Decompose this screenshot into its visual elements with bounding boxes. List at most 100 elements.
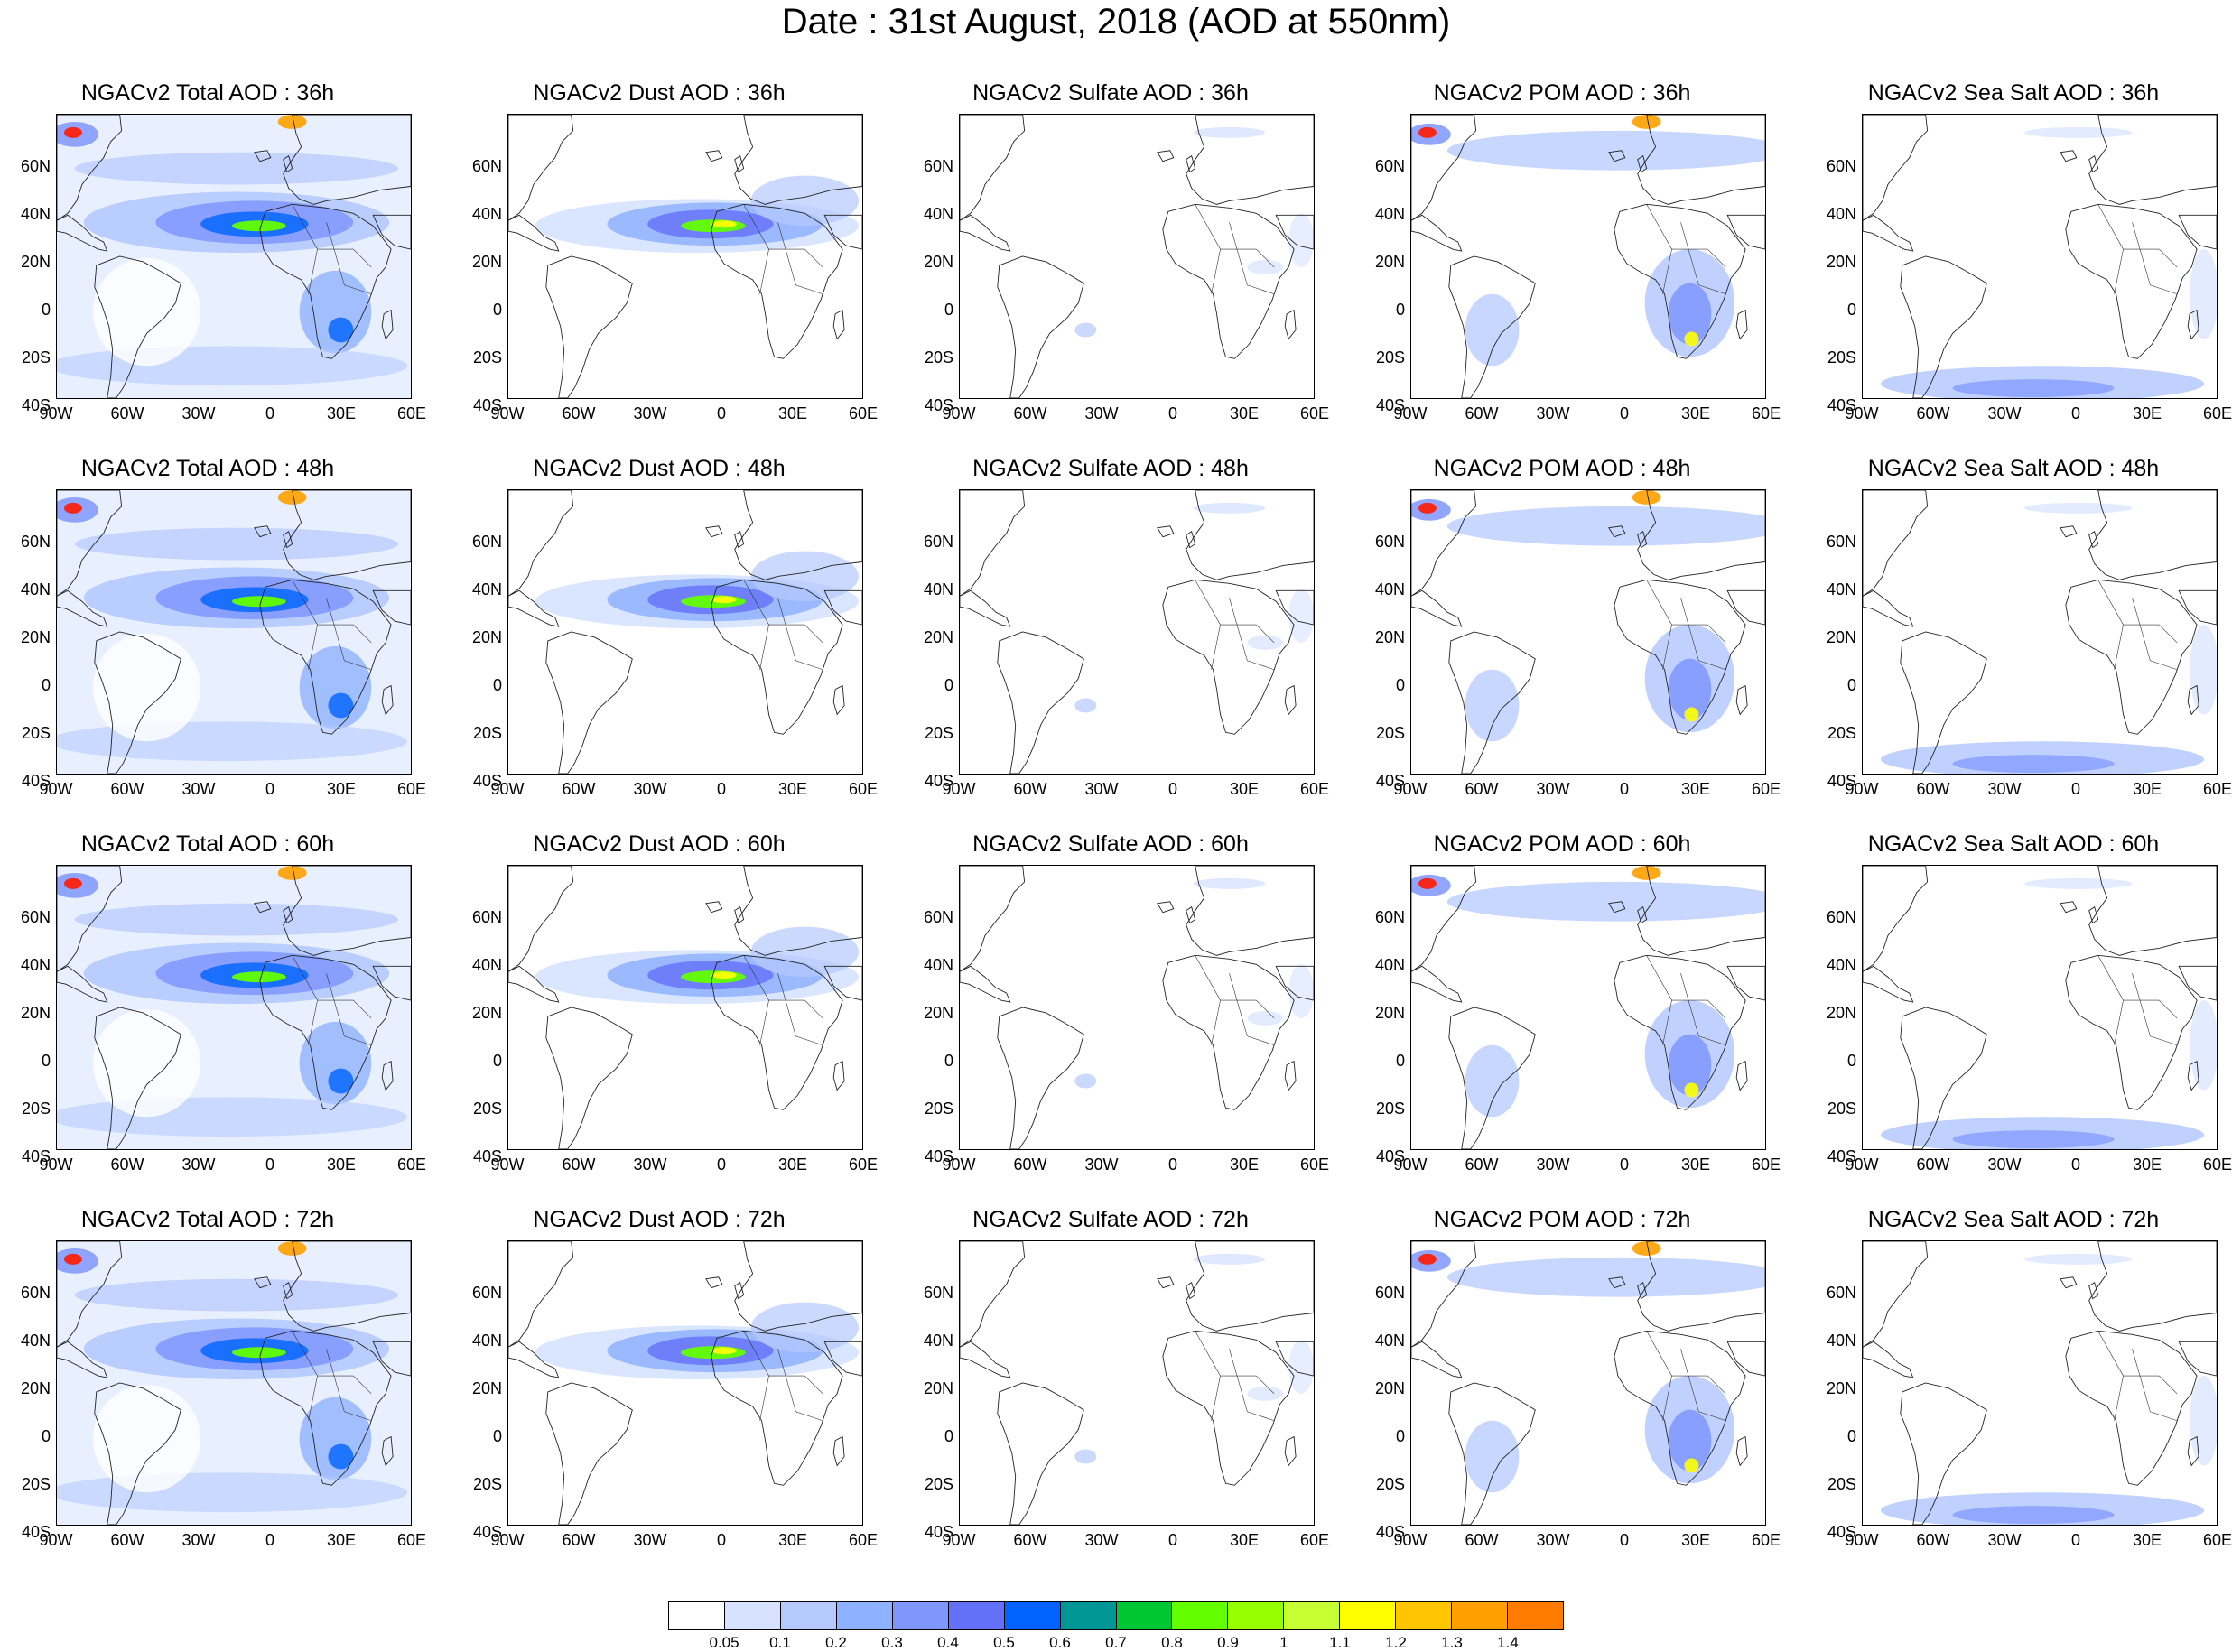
lat-tick-label: 20S: [1375, 348, 1405, 367]
colorbar: [668, 1601, 1564, 1630]
lat-tick-label: 60N: [923, 533, 953, 551]
lat-tick-label: 60N: [471, 533, 502, 551]
lat-tick-label: 20N: [471, 1004, 502, 1022]
lat-tick-label: 20S: [21, 1475, 51, 1493]
lat-tick-label: 40N: [1374, 580, 1405, 599]
lat-tick-label: 20N: [1826, 628, 1856, 646]
lat-tick-label: 20S: [21, 1100, 51, 1118]
lat-tick-label: 20S: [1827, 348, 1856, 367]
map-panel-seasalt-3: NGACv2 Sea Salt AOD : 72h 60N 40N 20N 0 20S 40…: [1806, 1206, 2232, 1578]
lon-tick-label: 30E: [1680, 780, 1711, 798]
lon-tick-label: 60W: [562, 1155, 596, 1174]
lon-tick-label: 60W: [1916, 404, 1950, 422]
map-area: [959, 865, 1315, 1150]
colorbar-level-label: 0.7: [1105, 1634, 1127, 1651]
lon-tick-label: 0: [2070, 1155, 2080, 1174]
lat-tick-label: 40S: [21, 1147, 51, 1165]
map-area: [1862, 865, 2218, 1150]
map-panel-pom-2: NGACv2 POM AOD : 60h 60N 40N 20N 0 20S 40S 90W 6…: [1354, 831, 1781, 1202]
lon-tick-label: 30W: [181, 1531, 216, 1549]
colorbar-level-label: 0.9: [1217, 1634, 1239, 1651]
lon-tick-label: 30W: [181, 780, 216, 798]
lat-tick-label: 20N: [923, 628, 953, 646]
map-panel-seasalt-1: NGACv2 Sea Salt AOD : 48h 60N 40N 20N 0 20S 40…: [1806, 455, 2232, 827]
map-panel-total-2: NGACv2 Total AOD : 60h 60N 40N 20N 0 20S 40S 90…: [0, 831, 426, 1202]
lat-tick-label: 20N: [471, 628, 502, 646]
aod-map: [57, 490, 411, 774]
lat-tick-label: 60N: [471, 1284, 502, 1302]
colorbar-swatch: [1284, 1602, 1341, 1629]
lat-tick-label: 0: [492, 676, 502, 694]
lon-tick-label: 60W: [1013, 1155, 1047, 1174]
lon-tick-label: 30W: [1536, 780, 1570, 798]
lat-tick-label: 60N: [20, 533, 51, 551]
lon-tick-label: 0: [2070, 780, 2080, 798]
lon-tick-label: 60E: [848, 1155, 879, 1174]
map-area: [56, 865, 412, 1150]
lat-tick-label: 40S: [21, 772, 51, 790]
lat-tick-label: 0: [1395, 301, 1405, 319]
panel-title: NGACv2 Total AOD : 36h: [80, 80, 335, 106]
panel-title: NGACv2 Sulfate AOD : 48h: [972, 456, 1249, 481]
colorbar-swatch: [1004, 1602, 1061, 1629]
panel-title: NGACv2 Sea Salt AOD : 72h: [1867, 1207, 2160, 1232]
map-panel-dust-0: NGACv2 Dust AOD : 36h 60N 40N 20N 0 20S 40S 90W…: [451, 79, 878, 451]
lon-tick-label: 30E: [1229, 404, 1260, 422]
map-panel-seasalt-0: NGACv2 Sea Salt AOD : 36h 60N 40N 20N 0 20S 40…: [1806, 79, 2232, 451]
lat-tick-label: 40S: [1827, 1523, 1856, 1541]
lon-tick-label: 90W: [1393, 404, 1428, 422]
panel-title: NGACv2 Total AOD : 72h: [80, 1207, 335, 1232]
lon-tick-label: 30W: [1987, 1531, 2022, 1549]
lon-tick-label: 90W: [942, 780, 976, 798]
lon-tick-label: 90W: [1845, 1531, 1879, 1549]
lon-tick-label: 0: [1619, 1155, 1629, 1174]
lat-tick-label: 0: [1846, 1427, 1856, 1445]
lon-tick-label: 90W: [39, 1155, 73, 1174]
lon-tick-label: 30W: [1084, 1155, 1119, 1174]
lat-tick-label: 20S: [1375, 724, 1405, 742]
lat-tick-label: 20N: [923, 1004, 953, 1022]
map-panel-dust-1: NGACv2 Dust AOD : 48h 60N 40N 20N 0 20S 40S 90W…: [451, 455, 878, 827]
lon-tick-label: 90W: [490, 404, 525, 422]
lat-tick-label: 20S: [21, 348, 51, 367]
lon-tick-label: 60W: [1013, 1531, 1047, 1549]
lat-tick-label: 20N: [20, 1004, 51, 1022]
panel-title: NGACv2 Sulfate AOD : 36h: [972, 80, 1249, 106]
lon-tick-label: 60E: [396, 1531, 427, 1549]
lat-tick-label: 40N: [1374, 956, 1405, 974]
lon-tick-label: 60W: [1465, 1155, 1499, 1174]
lon-tick-label: 60E: [396, 780, 427, 798]
lon-tick-label: 60E: [1299, 1155, 1330, 1174]
map-area: [959, 114, 1315, 399]
lon-tick-label: 0: [716, 1531, 726, 1549]
map-area: [56, 1240, 412, 1526]
lon-tick-label: 30W: [1536, 404, 1570, 422]
lon-tick-label: 30E: [777, 404, 808, 422]
lon-tick-label: 0: [716, 404, 726, 422]
lon-tick-label: 60W: [110, 780, 144, 798]
aod-map: [508, 1241, 862, 1525]
lon-tick-label: 90W: [1393, 1155, 1428, 1174]
lon-tick-label: 30E: [777, 1531, 808, 1549]
map-panel-total-3: NGACv2 Total AOD : 72h 60N 40N 20N 0 20S 40S 90…: [0, 1206, 426, 1578]
lon-tick-label: 0: [1167, 780, 1177, 798]
lat-tick-label: 40N: [923, 1332, 953, 1350]
lon-tick-label: 60E: [2202, 1531, 2232, 1549]
lon-tick-label: 0: [265, 1155, 274, 1174]
colorbar-swatch: [1508, 1602, 1563, 1629]
map-area: [56, 114, 412, 399]
lat-tick-label: 60N: [1374, 1284, 1405, 1302]
map-panel-pom-0: NGACv2 POM AOD : 36h 60N 40N 20N 0 20S 40S 90W 6…: [1354, 79, 1781, 451]
lon-tick-label: 90W: [1845, 404, 1879, 422]
lon-tick-label: 0: [1619, 780, 1629, 798]
lon-tick-label: 30E: [1229, 780, 1260, 798]
lon-tick-label: 0: [1167, 1155, 1177, 1174]
lon-tick-label: 60W: [1013, 780, 1047, 798]
lat-tick-label: 20N: [471, 1379, 502, 1397]
lat-tick-label: 20S: [924, 724, 953, 742]
aod-map: [1411, 490, 1765, 774]
lon-tick-label: 0: [1619, 1531, 1629, 1549]
colorbar-level-label: 0.5: [993, 1634, 1015, 1651]
lon-tick-label: 30E: [1229, 1531, 1260, 1549]
lat-tick-label: 40N: [471, 580, 502, 599]
